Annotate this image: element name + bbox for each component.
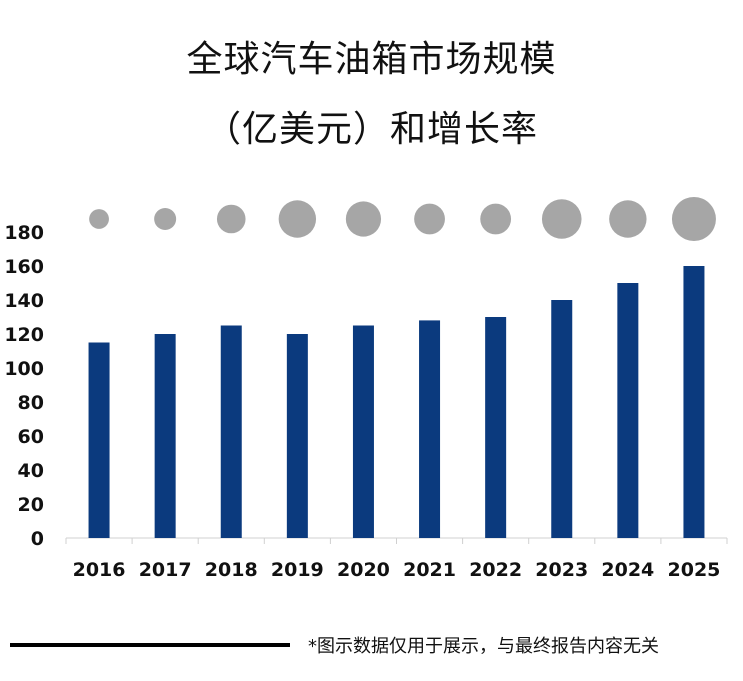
growth-bubble-2025 [671,197,716,241]
footer-rule [10,643,290,647]
growth-bubble-2024 [609,200,647,238]
x-tick-label: 2023 [535,559,588,581]
bar-2016 [88,342,110,538]
x-tick-label: 2019 [271,559,324,581]
y-tick-label: 20 [18,494,44,516]
growth-bubble-2021 [414,203,445,235]
x-tick-label: 2022 [469,559,522,581]
y-tick-label: 180 [4,222,44,244]
y-tick-label: 140 [4,290,44,312]
growth-bubble-2018 [216,204,246,234]
x-tick-label: 2020 [337,559,390,581]
chart-title-line2: （亿美元）和增长率 [204,109,538,150]
growth-bubble-2022 [480,203,512,235]
growth-bubble-2017 [154,208,177,230]
bar-2022 [485,317,507,538]
footnote: *图示数据仅用于展示，与最终报告内容无关 [308,636,659,657]
y-tick-label: 160 [4,256,44,278]
x-tick-label: 2017 [139,559,192,581]
x-tick-label: 2021 [403,559,456,581]
bar-2025 [683,266,705,538]
growth-bubble-2023 [541,199,582,239]
bar-2023 [551,300,573,538]
y-tick-label: 100 [4,358,44,380]
y-tick-label: 40 [18,460,44,482]
bar-2017 [154,334,176,538]
growth-bubble-2020 [345,201,382,237]
y-tick-label: 120 [4,324,44,346]
y-tick-label: 0 [31,528,44,550]
x-tick-label: 2025 [668,559,721,581]
bar-2024 [617,283,639,538]
y-tick-label: 60 [18,426,44,448]
bar-2021 [419,320,441,538]
growth-bubble-2016 [89,209,109,229]
x-tick-label: 2024 [601,559,654,581]
bar-2019 [286,334,308,538]
x-tick-label: 2016 [73,559,126,581]
chart-title-line1: 全球汽车油箱市场规模 [186,39,557,80]
bar-2020 [352,325,374,538]
x-tick-label: 2018 [205,559,258,581]
y-tick-label: 80 [18,392,44,414]
bar-2018 [220,325,242,538]
growth-bubble-2019 [278,200,317,238]
